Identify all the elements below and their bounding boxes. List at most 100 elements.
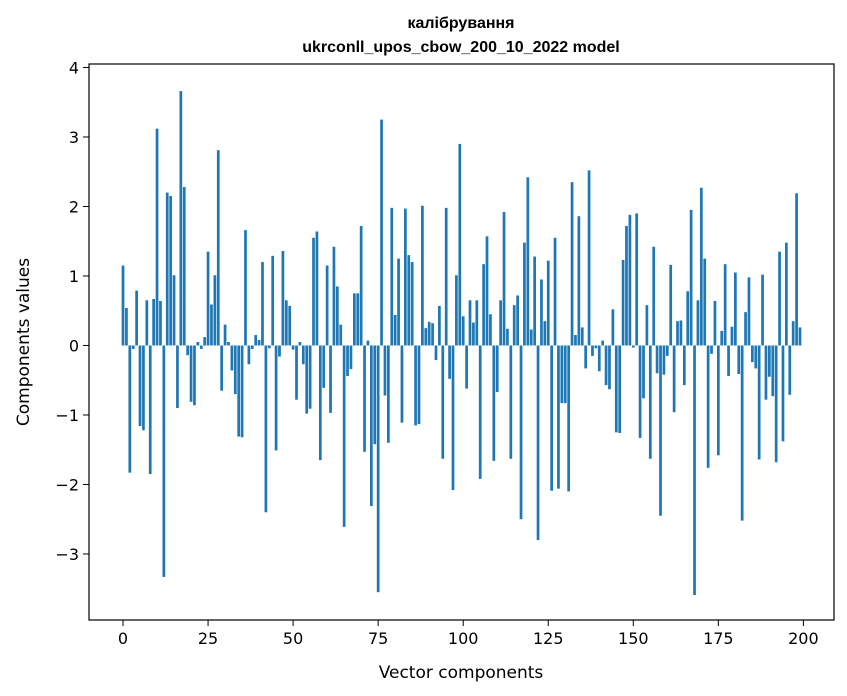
- bar-65: [342, 345, 346, 527]
- bar-13: [165, 192, 169, 346]
- bar-97: [451, 345, 455, 491]
- bar-138: [591, 345, 594, 356]
- y-tick-label: 3: [69, 128, 79, 147]
- bar-179: [730, 326, 734, 346]
- bar-195: [785, 242, 788, 346]
- bar-38: [250, 345, 254, 349]
- bar-94: [441, 345, 445, 459]
- bar-80: [393, 314, 397, 346]
- bar-14: [169, 196, 173, 346]
- bar-148: [625, 225, 628, 346]
- bar-146: [618, 345, 622, 434]
- bar-187: [757, 345, 761, 460]
- bar-131: [567, 345, 571, 492]
- bar-16: [176, 345, 179, 409]
- bar-15: [172, 275, 176, 346]
- bar-105: [478, 345, 482, 479]
- bar-4: [135, 290, 138, 346]
- bar-134: [577, 216, 581, 346]
- bar-155: [648, 345, 652, 459]
- bar-63: [335, 286, 339, 346]
- bar-108: [489, 314, 492, 346]
- bar-165: [682, 345, 686, 386]
- bar-34: [237, 345, 241, 437]
- bar-7: [145, 300, 149, 346]
- y-tick-label: −2: [55, 475, 79, 494]
- bar-163: [676, 321, 679, 346]
- x-tick-label: 150: [618, 629, 649, 648]
- bar-109: [492, 345, 496, 461]
- bar-71: [363, 345, 366, 452]
- bar-74: [373, 345, 377, 445]
- bar-67: [349, 345, 353, 370]
- bar-1: [125, 307, 128, 346]
- bar-127: [553, 237, 557, 346]
- bar-104: [475, 300, 479, 346]
- bar-164: [679, 320, 683, 346]
- bar-181: [737, 345, 741, 374]
- bar-57: [315, 231, 319, 346]
- bar-22: [196, 342, 200, 346]
- bar-122: [536, 345, 540, 541]
- bar-33: [233, 345, 237, 395]
- bar-49: [288, 305, 292, 346]
- bar-135: [580, 327, 584, 346]
- bar-169: [696, 300, 700, 346]
- bar-31: [227, 342, 230, 346]
- x-tick-label: 100: [448, 629, 479, 648]
- bar-190: [768, 345, 771, 377]
- bar-48: [284, 300, 288, 346]
- bar-137: [587, 170, 591, 346]
- y-axis-ticks: −3 −2 −1 0 1 2 3 4: [55, 58, 89, 564]
- x-tick-label: 25: [198, 629, 218, 648]
- bar-59: [322, 345, 326, 388]
- bar-166: [686, 291, 690, 346]
- bar-157: [655, 345, 659, 374]
- bar-119: [526, 177, 530, 346]
- bar-19: [186, 345, 190, 356]
- bar-37: [247, 345, 251, 365]
- x-tick-label: 0: [118, 629, 128, 648]
- bar-52: [298, 342, 302, 346]
- x-tick-label: 125: [533, 629, 564, 648]
- bar-20: [189, 345, 193, 402]
- bar-69: [356, 293, 360, 346]
- plot-frame: [88, 63, 835, 621]
- bar-90: [427, 321, 431, 346]
- bar-192: [774, 345, 778, 463]
- bar-86: [414, 345, 417, 426]
- bar-159: [662, 345, 666, 375]
- bar-113: [506, 328, 509, 346]
- bar-88: [421, 205, 424, 346]
- bar-39: [254, 335, 258, 346]
- bar-177: [723, 264, 727, 346]
- x-tick-label: 50: [283, 629, 303, 648]
- bar-11: [159, 300, 162, 346]
- bar-172: [706, 345, 710, 468]
- bar-196: [788, 345, 792, 395]
- chart-title-line-2: ukrconll_upos_cbow_200_10_2022 model: [302, 39, 619, 56]
- bar-18: [182, 187, 186, 346]
- bar-197: [791, 321, 795, 346]
- y-tick-label: −1: [55, 406, 79, 425]
- bar-82: [400, 345, 404, 423]
- bar-98: [455, 275, 458, 346]
- bar-24: [203, 337, 207, 346]
- bar-42: [264, 345, 268, 513]
- bar-55: [308, 345, 312, 409]
- bar-114: [509, 345, 513, 459]
- bar-72: [366, 340, 370, 346]
- bar-139: [594, 345, 598, 349]
- x-tick-label: 75: [368, 629, 388, 648]
- bar-182: [740, 345, 744, 521]
- bar-121: [533, 256, 536, 346]
- bar-30: [223, 324, 227, 346]
- bar-126: [550, 345, 554, 491]
- x-tick-label: 200: [788, 629, 819, 648]
- bar-17: [179, 91, 183, 346]
- bar-116: [516, 295, 519, 346]
- bar-117: [519, 345, 523, 520]
- bar-78: [387, 345, 390, 443]
- bar-5: [138, 345, 142, 427]
- bar-161: [669, 264, 673, 346]
